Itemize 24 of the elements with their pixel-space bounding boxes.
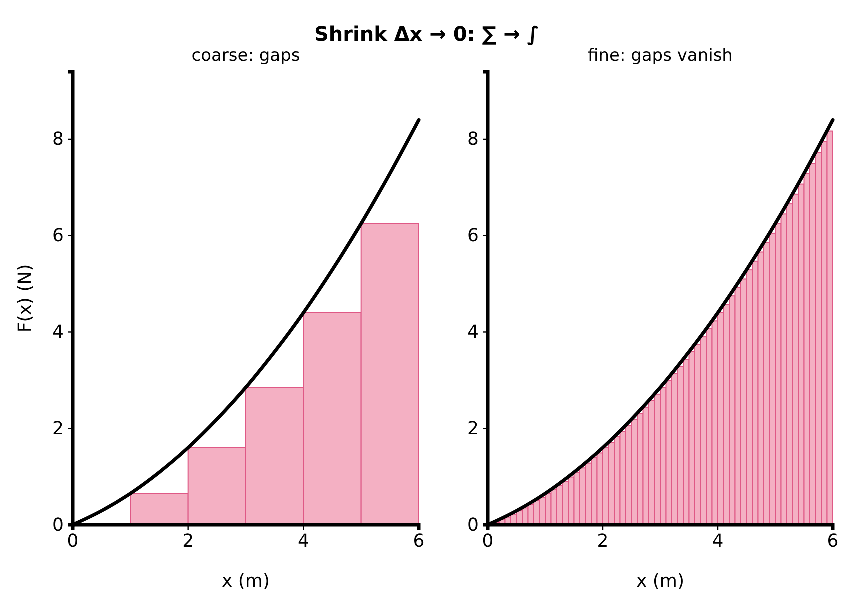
y-tick-label: 8	[468, 129, 479, 150]
y-tick-label: 2	[52, 418, 64, 440]
x-tick-label: 0	[482, 530, 494, 552]
x-tick-label: 6	[827, 530, 839, 552]
x-tick-label: 0	[67, 530, 79, 552]
chart-subtitle: coarse: gaps	[192, 46, 300, 66]
x-tick-label: 4	[298, 530, 310, 552]
x-tick-label: 4	[712, 530, 724, 552]
x-tick-label: 2	[182, 530, 194, 552]
y-tick-label: 2	[468, 418, 479, 440]
y-tick-label: 0	[52, 514, 64, 536]
y-axis-title: F(x) (N)	[15, 264, 36, 333]
y-tick-label: 4	[52, 322, 64, 343]
y-tick-label: 6	[468, 226, 479, 247]
x-axis-title: x (m)	[222, 571, 270, 592]
y-tick-label: 4	[468, 322, 479, 343]
y-tick-label: 6	[52, 226, 64, 247]
y-tick-label: 0	[468, 514, 479, 536]
x-tick-label: 6	[413, 530, 425, 552]
x-axis-title: x (m)	[636, 571, 684, 592]
y-tick-label: 8	[52, 129, 64, 150]
x-tick-label: 2	[597, 530, 609, 552]
chart-title: Shrink Δx → 0: ∑ → ∫	[314, 22, 540, 46]
chart-subtitle: fine: gaps vanish	[588, 46, 733, 66]
